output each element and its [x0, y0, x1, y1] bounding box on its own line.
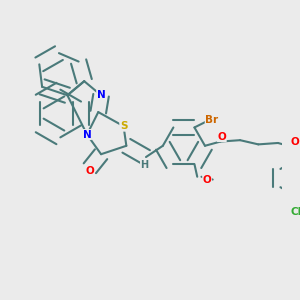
- Text: N: N: [83, 130, 92, 140]
- Text: S: S: [120, 121, 127, 131]
- Text: O: O: [203, 175, 212, 184]
- Text: O: O: [290, 137, 299, 147]
- Text: H: H: [140, 160, 149, 170]
- Text: Br: Br: [205, 116, 218, 125]
- Text: Cl: Cl: [291, 207, 300, 217]
- Text: O: O: [85, 166, 94, 176]
- Text: N: N: [97, 90, 105, 100]
- Text: O: O: [218, 131, 226, 142]
